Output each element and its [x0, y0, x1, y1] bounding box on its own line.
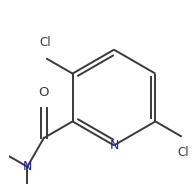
Text: O: O: [39, 86, 49, 99]
Text: N: N: [23, 160, 32, 173]
Text: N: N: [109, 139, 119, 152]
Text: Cl: Cl: [39, 36, 51, 49]
Text: Cl: Cl: [177, 146, 189, 159]
